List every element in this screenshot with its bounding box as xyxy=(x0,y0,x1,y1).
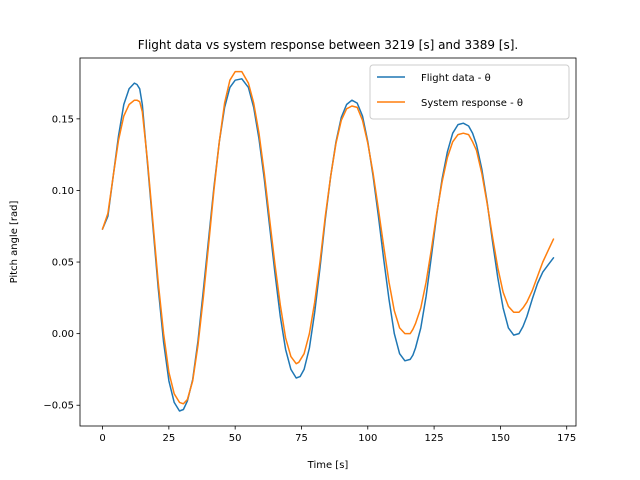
x-tick-label: 100 xyxy=(358,433,377,444)
x-tick-label: 150 xyxy=(491,433,510,444)
x-tick-label: 50 xyxy=(229,433,242,444)
legend: Flight data - θ System response - θ xyxy=(369,64,570,120)
x-tick-label: 0 xyxy=(99,433,105,444)
plot-area xyxy=(101,70,555,412)
x-tick-label: 25 xyxy=(162,433,175,444)
x-tick-label: 125 xyxy=(425,433,444,444)
chart-title: Flight data vs system response between 3… xyxy=(138,38,519,52)
x-axis-label: Time [s] xyxy=(307,460,349,471)
legend-label: System response - θ xyxy=(421,98,523,109)
y-tick-label: 0.10 xyxy=(52,186,74,197)
y-axis-label: Pitch angle [rad] xyxy=(9,200,20,283)
x-tick-label: 75 xyxy=(295,433,308,444)
axes: 0 25 50 75 100 125 150 175 −0.05 0.00 0.05 0.10 0.15 xyxy=(43,57,577,444)
y-tick-label: 0.00 xyxy=(52,329,74,340)
legend-label: Flight data - θ xyxy=(421,73,491,84)
series-line-2 xyxy=(101,70,555,405)
x-tick-label: 175 xyxy=(557,433,576,444)
legend-box xyxy=(369,64,570,120)
axes-frame xyxy=(79,57,577,427)
y-tick-label: −0.05 xyxy=(43,401,74,412)
y-tick-label: 0.15 xyxy=(52,114,74,125)
y-tick-label: 0.05 xyxy=(52,258,74,269)
